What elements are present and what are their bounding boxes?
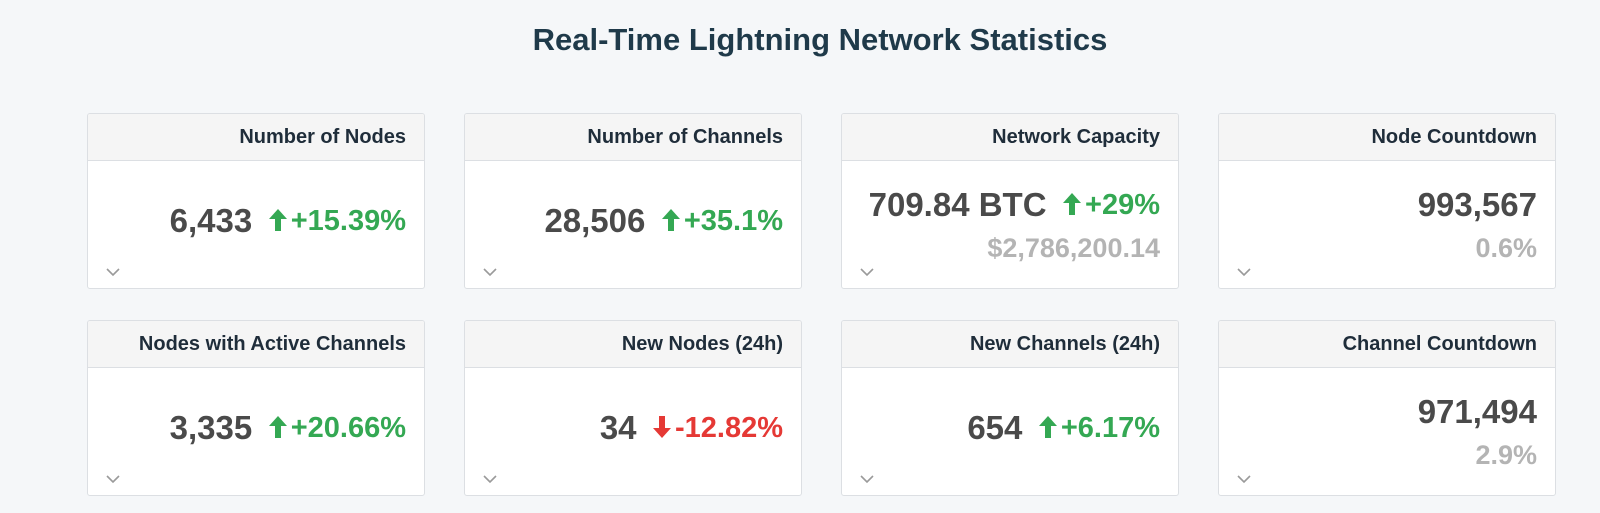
card-value: 28,506 — [544, 202, 646, 239]
card-value: 6,433 — [169, 202, 253, 239]
card-number-of-channels: Number of Channels 28,506 +35.1% — [464, 113, 802, 289]
card-subvalue: 0.6% — [1475, 233, 1537, 263]
card-main-row: 28,506 +35.1% — [544, 202, 783, 240]
card-change-text: +6.17% — [1060, 411, 1160, 444]
card-change-text: +29% — [1085, 188, 1160, 221]
card-subvalue: 2.9% — [1475, 440, 1537, 470]
chevron-down-icon[interactable] — [1237, 267, 1251, 277]
card-body: 654 +6.17% — [842, 368, 1178, 495]
card-title: Number of Channels — [465, 114, 801, 161]
arrow-down-icon — [652, 415, 671, 438]
card-node-countdown: Node Countdown 993,567 0.6% — [1218, 113, 1556, 289]
arrow-up-icon — [268, 415, 287, 438]
card-nodes-with-active-channels: Nodes with Active Channels 3,335 +20.66% — [87, 320, 425, 496]
card-body: 709.84 BTC +29% $2,786,200.14 — [842, 161, 1178, 288]
card-body: 28,506 +35.1% — [465, 161, 801, 288]
card-change: +6.17% — [1038, 411, 1160, 444]
card-main-row: 34 -12.82% — [600, 409, 783, 447]
chevron-down-icon[interactable] — [1237, 474, 1251, 484]
card-title: New Channels (24h) — [842, 321, 1178, 368]
card-title: Network Capacity — [842, 114, 1178, 161]
stats-grid: Number of Nodes 6,433 +15.39% Number of … — [87, 113, 1556, 496]
card-number-of-nodes: Number of Nodes 6,433 +15.39% — [87, 113, 425, 289]
card-change-text: +15.39% — [290, 204, 406, 237]
card-value: 654 — [967, 409, 1023, 446]
page-title: Real-Time Lightning Network Statistics — [532, 22, 1108, 57]
card-body: 993,567 0.6% — [1219, 161, 1555, 288]
chevron-down-icon[interactable] — [483, 474, 497, 484]
arrow-up-icon — [268, 208, 287, 231]
card-value: 3,335 — [169, 409, 253, 446]
card-main-row: 654 +6.17% — [967, 409, 1160, 447]
card-main-row: 993,567 — [1418, 186, 1537, 224]
card-change: +29% — [1063, 189, 1160, 221]
card-body: 34 -12.82% — [465, 368, 801, 495]
card-main-row: 6,433 +15.39% — [170, 202, 406, 240]
card-value: 993,567 — [1417, 186, 1537, 223]
card-value: 709.84 BTC — [868, 186, 1047, 223]
card-change-text: +35.1% — [683, 204, 783, 237]
card-main-row: 971,494 — [1418, 393, 1537, 431]
card-title: Node Countdown — [1219, 114, 1555, 161]
chevron-down-icon[interactable] — [106, 474, 120, 484]
arrow-up-icon — [661, 208, 680, 231]
card-change-text: +20.66% — [290, 411, 406, 444]
card-title: New Nodes (24h) — [465, 321, 801, 368]
card-title: Number of Nodes — [88, 114, 424, 161]
chevron-down-icon[interactable] — [860, 474, 874, 484]
card-new-channels-24h: New Channels (24h) 654 +6.17% — [841, 320, 1179, 496]
card-subvalue: $2,786,200.14 — [987, 233, 1160, 263]
arrow-up-icon — [1038, 415, 1057, 438]
card-value: 971,494 — [1417, 393, 1537, 430]
card-main-row: 709.84 BTC +29% — [869, 186, 1160, 224]
card-value: 34 — [599, 409, 637, 446]
card-change: -12.82% — [652, 411, 783, 444]
card-new-nodes-24h: New Nodes (24h) 34 -12.82% — [464, 320, 802, 496]
card-body: 971,494 2.9% — [1219, 368, 1555, 495]
arrow-up-icon — [1063, 192, 1082, 215]
card-main-row: 3,335 +20.66% — [170, 409, 406, 447]
card-change-text: -12.82% — [674, 411, 783, 444]
card-body: 3,335 +20.66% — [88, 368, 424, 495]
chevron-down-icon[interactable] — [106, 267, 120, 277]
card-body: 6,433 +15.39% — [88, 161, 424, 288]
chevron-down-icon[interactable] — [860, 267, 874, 277]
card-title: Channel Countdown — [1219, 321, 1555, 368]
chevron-down-icon[interactable] — [483, 267, 497, 277]
card-change: +35.1% — [661, 204, 783, 237]
card-channel-countdown: Channel Countdown 971,494 2.9% — [1218, 320, 1556, 496]
card-title: Nodes with Active Channels — [88, 321, 424, 368]
card-change: +20.66% — [268, 411, 406, 444]
card-change: +15.39% — [268, 204, 406, 237]
card-network-capacity: Network Capacity 709.84 BTC +29% $2,786,… — [841, 113, 1179, 289]
